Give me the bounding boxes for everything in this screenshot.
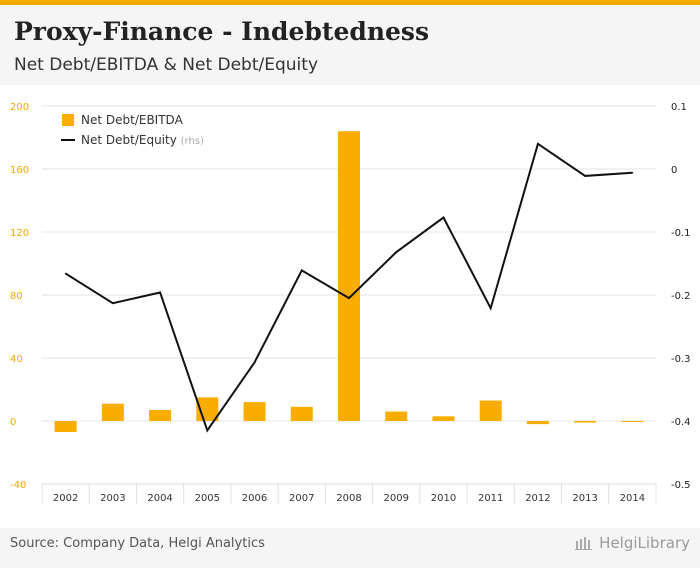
accent-bar bbox=[0, 0, 700, 5]
x-tick-label: 2002 bbox=[53, 493, 78, 504]
bar-2014 bbox=[621, 421, 644, 422]
line-series bbox=[64, 142, 634, 433]
left-tick-label: -40 bbox=[10, 480, 26, 491]
x-tick-label: 2007 bbox=[289, 493, 314, 504]
right-tick-label: -0.4 bbox=[671, 417, 691, 428]
left-tick-label: 40 bbox=[10, 354, 23, 365]
line-point-2006 bbox=[253, 361, 256, 364]
bar-2010 bbox=[432, 416, 455, 421]
x-tick-label: 2004 bbox=[147, 493, 172, 504]
x-tick-label: 2003 bbox=[100, 493, 125, 504]
page-title: Proxy-Finance - Indebtedness bbox=[14, 17, 430, 46]
line-point-2009 bbox=[395, 251, 398, 253]
legend-bar-swatch bbox=[62, 114, 74, 126]
line-point-2011 bbox=[489, 307, 492, 310]
left-tick-label: 80 bbox=[10, 291, 23, 302]
line-point-2002 bbox=[64, 272, 67, 275]
line-point-2013 bbox=[584, 175, 586, 177]
right-tick-label: 0.1 bbox=[671, 102, 687, 113]
bar-2007 bbox=[290, 406, 313, 421]
x-tick-label: 2008 bbox=[336, 493, 361, 504]
library-icon bbox=[575, 537, 593, 550]
bar-2006 bbox=[243, 402, 266, 421]
bar-2011 bbox=[479, 400, 502, 421]
bar-series bbox=[54, 131, 644, 433]
left-tick-label: 120 bbox=[10, 228, 29, 239]
footer: Source: Company Data, Helgi Analytics He… bbox=[0, 528, 700, 568]
right-axis: 0.1 0 -0.1 -0.2 -0.3 -0.4 -0.5 bbox=[671, 102, 691, 491]
line-point-2007 bbox=[300, 269, 303, 272]
x-tick-label: 2009 bbox=[384, 493, 409, 504]
bar-2009 bbox=[385, 411, 408, 421]
right-tick-label: -0.5 bbox=[671, 480, 691, 491]
bar-2008 bbox=[338, 131, 360, 421]
legend-label-ebitda: Net Debt/EBITDA bbox=[81, 113, 184, 127]
line-point-2010 bbox=[442, 216, 445, 219]
bar-2003 bbox=[101, 403, 124, 421]
brand-logo: HelgiLibrary bbox=[575, 534, 690, 552]
chart-svg: 200 160 120 80 40 0 -40 0.1 0 -0.1 -0.2 -0.3 -0.4 -0… bbox=[10, 102, 691, 504]
bar-2002 bbox=[54, 421, 77, 433]
line-point-2012 bbox=[537, 143, 539, 145]
line-point-2014 bbox=[631, 171, 634, 174]
brand-name: HelgiLibrary bbox=[599, 534, 690, 552]
legend-label-equity: Net Debt/Equity (rhs) bbox=[81, 133, 204, 147]
legend: Net Debt/EBITDA Net Debt/Equity (rhs) bbox=[61, 113, 204, 147]
x-tick-label: 2012 bbox=[525, 493, 550, 504]
line-point-2005 bbox=[206, 429, 209, 432]
x-tick-label: 2011 bbox=[478, 493, 503, 504]
bar-2013 bbox=[574, 421, 597, 423]
x-tick-label: 2005 bbox=[195, 493, 220, 504]
gridlines bbox=[41, 105, 657, 504]
right-tick-label: 0 bbox=[671, 165, 677, 176]
left-axis: 200 160 120 80 40 0 -40 bbox=[10, 102, 29, 491]
x-tick-label: 2013 bbox=[572, 493, 597, 504]
x-axis: 2002 2003 2004 2005 2006 2007 2008 2009 2010 2011… bbox=[53, 493, 645, 504]
bar-2012 bbox=[526, 421, 549, 425]
x-tick-label: 2006 bbox=[242, 493, 267, 504]
line-point-2004 bbox=[159, 291, 161, 294]
header: Proxy-Finance - Indebtedness Net Debt/EB… bbox=[0, 5, 700, 85]
right-tick-label: -0.3 bbox=[671, 354, 691, 365]
page-subtitle: Net Debt/EBITDA & Net Debt/Equity bbox=[14, 55, 318, 75]
bar-2004 bbox=[149, 409, 172, 421]
source-note: Source: Company Data, Helgi Analytics bbox=[10, 536, 265, 551]
left-tick-label: 160 bbox=[10, 165, 29, 176]
x-tick-label: 2014 bbox=[620, 493, 645, 504]
left-tick-label: 200 bbox=[10, 102, 29, 113]
line-point-2003 bbox=[112, 302, 114, 304]
right-tick-label: -0.2 bbox=[671, 291, 691, 302]
right-tick-label: -0.1 bbox=[671, 228, 691, 239]
chart: 200 160 120 80 40 0 -40 0.1 0 -0.1 -0.2 -0.3 -0.4 -0… bbox=[0, 90, 700, 520]
left-tick-label: 0 bbox=[10, 417, 16, 428]
x-tick-label: 2010 bbox=[431, 493, 456, 504]
line-point-2008 bbox=[348, 297, 350, 299]
